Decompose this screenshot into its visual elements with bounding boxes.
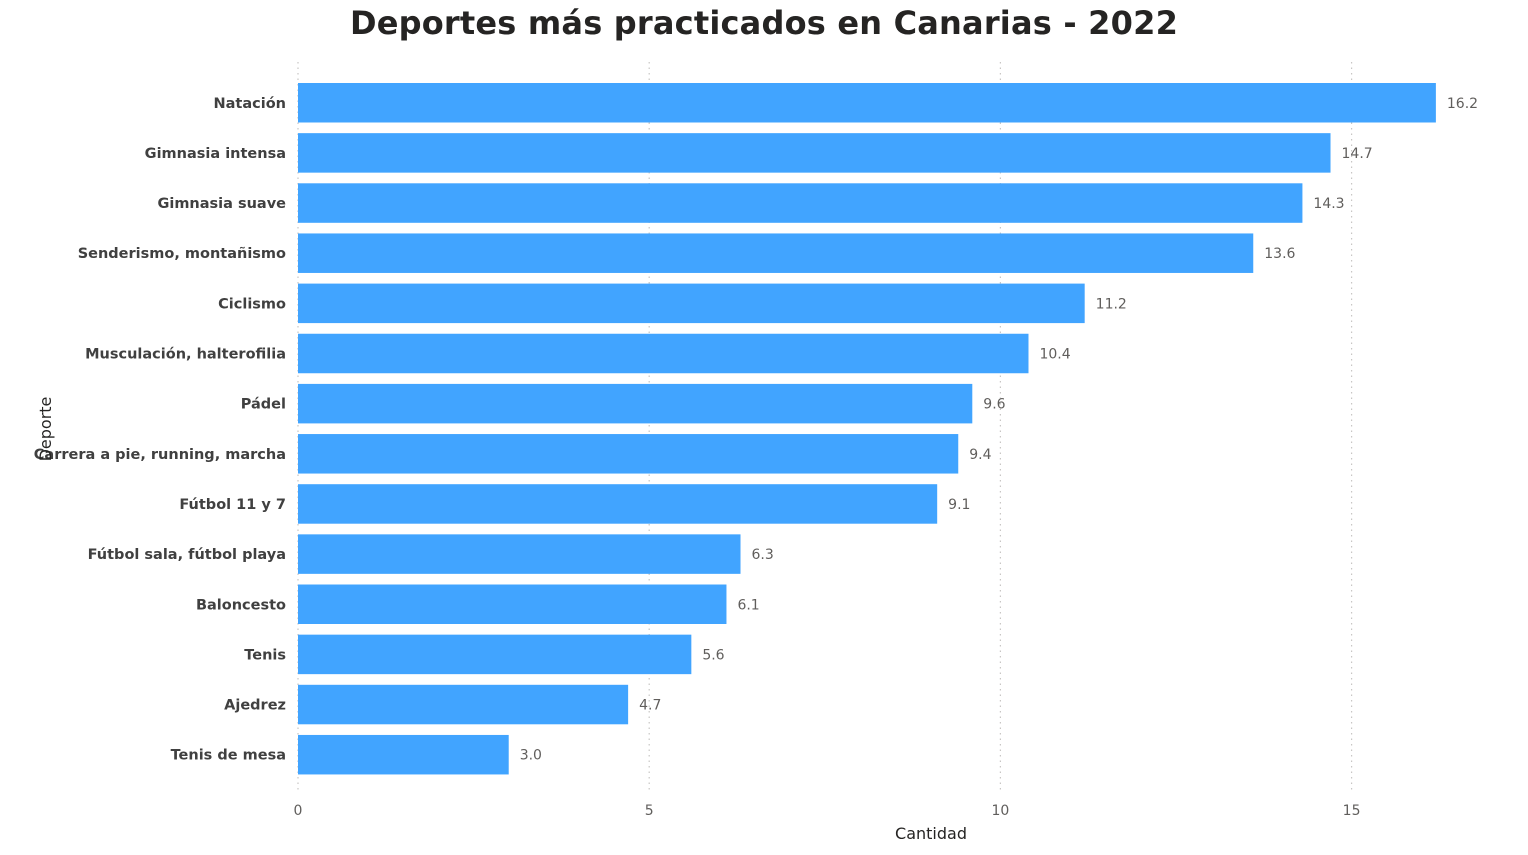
bar[interactable] — [298, 734, 509, 775]
value-label: 6.3 — [752, 547, 774, 563]
value-labels: 16.2 14.7 14.3 13.6 11.2 10.4 9.6 9.4 9.1 6.3 6.1 5… — [520, 96, 1478, 764]
x-axis-title: Cantidad — [895, 824, 967, 843]
bar[interactable] — [298, 584, 727, 625]
value-label: 6.1 — [737, 597, 759, 613]
chart-title: Deportes más practicados en Canarias - 2… — [349, 4, 1179, 42]
category-label: Gimnasia intensa — [145, 146, 286, 162]
category-labels: Natación Gimnasia intensa Gimnasia suave Se… — [34, 96, 286, 764]
value-label: 16.2 — [1447, 96, 1478, 112]
category-label: Natación — [214, 96, 287, 112]
x-tick-label-15: 15 — [1343, 803, 1361, 819]
bar[interactable] — [298, 534, 741, 574]
bar[interactable] — [298, 333, 1029, 374]
category-label: Tenis — [244, 647, 286, 663]
category-label: Ciclismo — [218, 296, 286, 312]
value-label: 9.1 — [948, 497, 970, 513]
value-label: 14.3 — [1313, 196, 1344, 212]
value-label: 5.6 — [702, 647, 724, 663]
value-label: 14.7 — [1342, 146, 1373, 162]
category-label: Baloncesto — [196, 597, 286, 613]
bar[interactable] — [298, 83, 1436, 123]
bar[interactable] — [298, 183, 1303, 223]
bar[interactable] — [298, 634, 692, 675]
value-label: 10.4 — [1039, 347, 1070, 363]
value-label: 9.6 — [983, 397, 1005, 413]
value-label: 9.4 — [969, 447, 991, 463]
value-label: 4.7 — [639, 698, 661, 714]
category-label: Tenis de mesa — [171, 748, 286, 764]
bar[interactable] — [298, 434, 959, 474]
x-tick-label-10: 10 — [991, 803, 1009, 819]
bar[interactable] — [298, 133, 1331, 173]
category-label: Fútbol 11 y 7 — [179, 497, 286, 513]
category-label: Gimnasia suave — [157, 196, 286, 212]
bar[interactable] — [298, 283, 1085, 324]
y-axis-title: Deporte — [36, 397, 55, 462]
category-label: Pádel — [241, 397, 286, 413]
x-tick-labels: 0 5 10 15 — [294, 803, 1361, 819]
category-label: Musculación, halterofilia — [85, 347, 286, 363]
value-label: 13.6 — [1264, 246, 1295, 262]
bar[interactable] — [298, 484, 938, 524]
category-label: Carrera a pie, running, marcha — [34, 447, 286, 463]
bar[interactable] — [298, 383, 973, 424]
x-tick-label-0: 0 — [294, 803, 303, 819]
bars — [298, 83, 1436, 775]
category-label: Senderismo, montañismo — [78, 246, 286, 262]
category-label: Ajedrez — [224, 698, 286, 714]
bar[interactable] — [298, 684, 629, 725]
bar[interactable] — [298, 233, 1254, 273]
x-tick-label-5: 5 — [645, 803, 654, 819]
category-label: Fútbol sala, fútbol playa — [88, 547, 286, 563]
value-label: 3.0 — [520, 748, 542, 764]
value-label: 11.2 — [1096, 296, 1127, 312]
